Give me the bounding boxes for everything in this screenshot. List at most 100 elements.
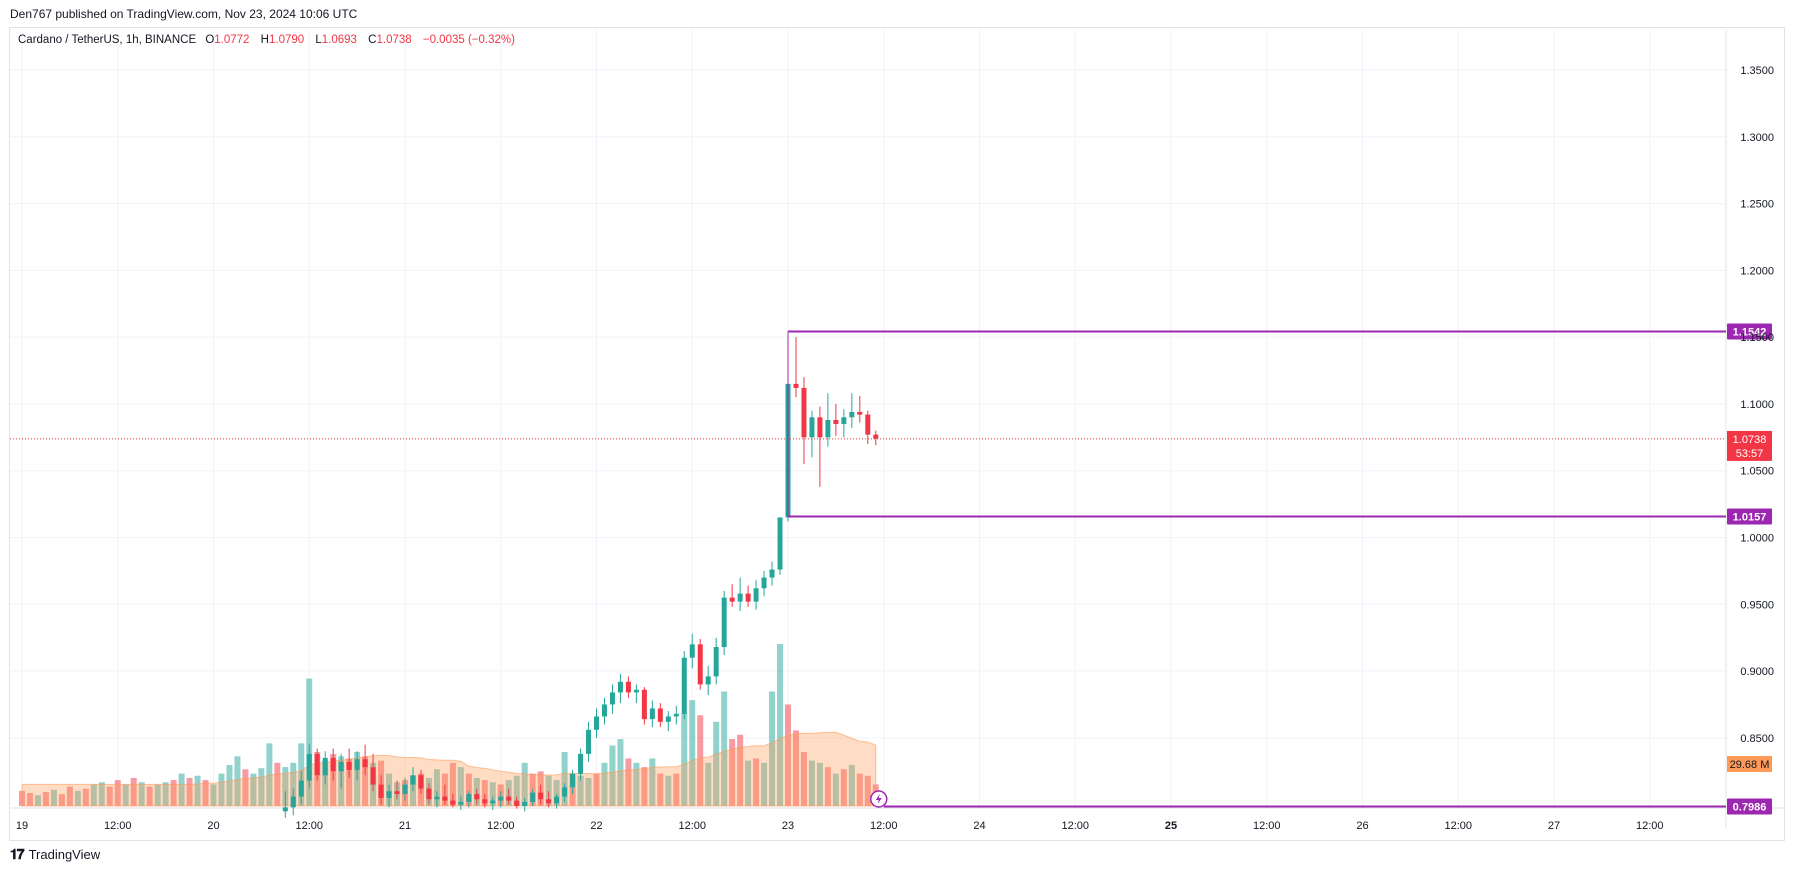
candle-body[interactable] (570, 773, 576, 788)
candle-body[interactable] (825, 419, 831, 438)
time-tick-label: 19 (16, 820, 28, 832)
volume-bar (258, 768, 265, 806)
volume-bar (561, 752, 568, 806)
volume-bar (210, 784, 217, 806)
candle-body[interactable] (601, 704, 607, 717)
candle-body[interactable] (578, 753, 584, 774)
candle-body[interactable] (681, 657, 687, 714)
candle-body[interactable] (482, 799, 488, 804)
volume-bar (617, 739, 624, 806)
volume-bar (601, 762, 608, 806)
candle-body[interactable] (833, 419, 839, 424)
candle-body[interactable] (458, 801, 464, 805)
volume-bar (641, 767, 648, 806)
volume-bar (649, 758, 656, 806)
candle-body[interactable] (554, 796, 560, 804)
price-tick-label: 1.1500 (1740, 332, 1774, 344)
candle-body[interactable] (809, 417, 815, 438)
candle-body[interactable] (546, 799, 552, 804)
candle-body[interactable] (753, 588, 759, 602)
candle-body[interactable] (514, 800, 520, 806)
tradingview-logo-icon[interactable]: 𝟏𝟕 (10, 846, 25, 862)
candle-body[interactable] (402, 784, 408, 794)
candle-body[interactable] (769, 569, 775, 578)
candle-body[interactable] (721, 597, 727, 648)
candle-body[interactable] (641, 689, 647, 720)
brand-name[interactable]: TradingView (28, 847, 101, 862)
candle-body[interactable] (434, 796, 440, 800)
candle-body[interactable] (745, 593, 751, 602)
candle-body[interactable] (873, 434, 879, 439)
time-tick-label: 21 (399, 820, 411, 832)
symbol-title[interactable]: Cardano / TetherUS, 1h, BINANCE (18, 34, 197, 46)
candle-body[interactable] (522, 801, 528, 806)
candle-body[interactable] (713, 647, 719, 677)
candle-body[interactable] (362, 759, 368, 768)
candle-body[interactable] (474, 793, 480, 800)
candle-body[interactable] (506, 796, 512, 801)
candle-body[interactable] (761, 577, 767, 589)
candle-body[interactable] (857, 411, 863, 415)
price-tick-label: 1.3500 (1740, 65, 1774, 77)
candle-body[interactable] (450, 800, 456, 805)
candle-body[interactable] (689, 644, 695, 658)
candle-body[interactable] (322, 757, 328, 776)
low-label: L (315, 34, 322, 46)
candle-body[interactable] (841, 417, 847, 424)
candle-body[interactable] (849, 411, 855, 418)
candle-body[interactable] (378, 784, 384, 798)
volume-bar (202, 780, 209, 806)
volume-bar (513, 775, 520, 806)
candle-body[interactable] (777, 517, 783, 570)
candle-body[interactable] (442, 796, 448, 801)
candle-body[interactable] (617, 681, 623, 693)
level-label-resistance: 1.1542 (1733, 327, 1767, 339)
candle-body[interactable] (633, 689, 639, 693)
candle-body[interactable] (817, 417, 823, 438)
candle-body[interactable] (290, 796, 296, 808)
candle-body[interactable] (737, 593, 743, 602)
volume-bar (761, 762, 768, 806)
candle-body[interactable] (562, 787, 568, 797)
candle-body[interactable] (586, 729, 592, 754)
candle-body[interactable] (282, 807, 288, 812)
candle-body[interactable] (673, 713, 679, 717)
candle-body[interactable] (338, 761, 344, 772)
candle-body[interactable] (865, 414, 871, 435)
candle-body[interactable] (298, 780, 304, 797)
candle-body[interactable] (394, 791, 400, 794)
volume-bar (745, 760, 752, 806)
candle-body[interactable] (498, 796, 504, 801)
candle-body[interactable] (705, 676, 711, 685)
candle-body[interactable] (426, 788, 432, 800)
candle-body[interactable] (490, 800, 496, 804)
candle-body[interactable] (538, 792, 544, 800)
candle-body[interactable] (793, 383, 799, 388)
volume-bar (808, 760, 815, 806)
volume-bar (290, 762, 297, 806)
candle-body[interactable] (330, 757, 336, 772)
candle-body[interactable] (801, 387, 807, 438)
price-tick-label: 0.8500 (1740, 733, 1774, 745)
high-value: 1.0790 (268, 34, 305, 46)
candle-body[interactable] (697, 644, 703, 685)
open-label: O (205, 34, 215, 46)
candle-body[interactable] (314, 753, 320, 776)
candle-body[interactable] (306, 753, 312, 781)
candle-body[interactable] (370, 767, 376, 785)
candle-body[interactable] (625, 681, 631, 693)
candle-body[interactable] (729, 597, 735, 602)
candle-body[interactable] (657, 708, 663, 722)
candle-body[interactable] (594, 716, 599, 730)
candle-body[interactable] (410, 775, 416, 785)
candle-body[interactable] (609, 692, 615, 705)
candle-body[interactable] (665, 716, 671, 722)
candle-body[interactable] (346, 761, 352, 770)
candle-body[interactable] (418, 775, 424, 789)
candle-body[interactable] (466, 793, 472, 802)
candle-body[interactable] (386, 791, 392, 798)
candle-body[interactable] (530, 792, 536, 802)
candle-body[interactable] (649, 708, 655, 720)
candle-body[interactable] (354, 759, 360, 770)
